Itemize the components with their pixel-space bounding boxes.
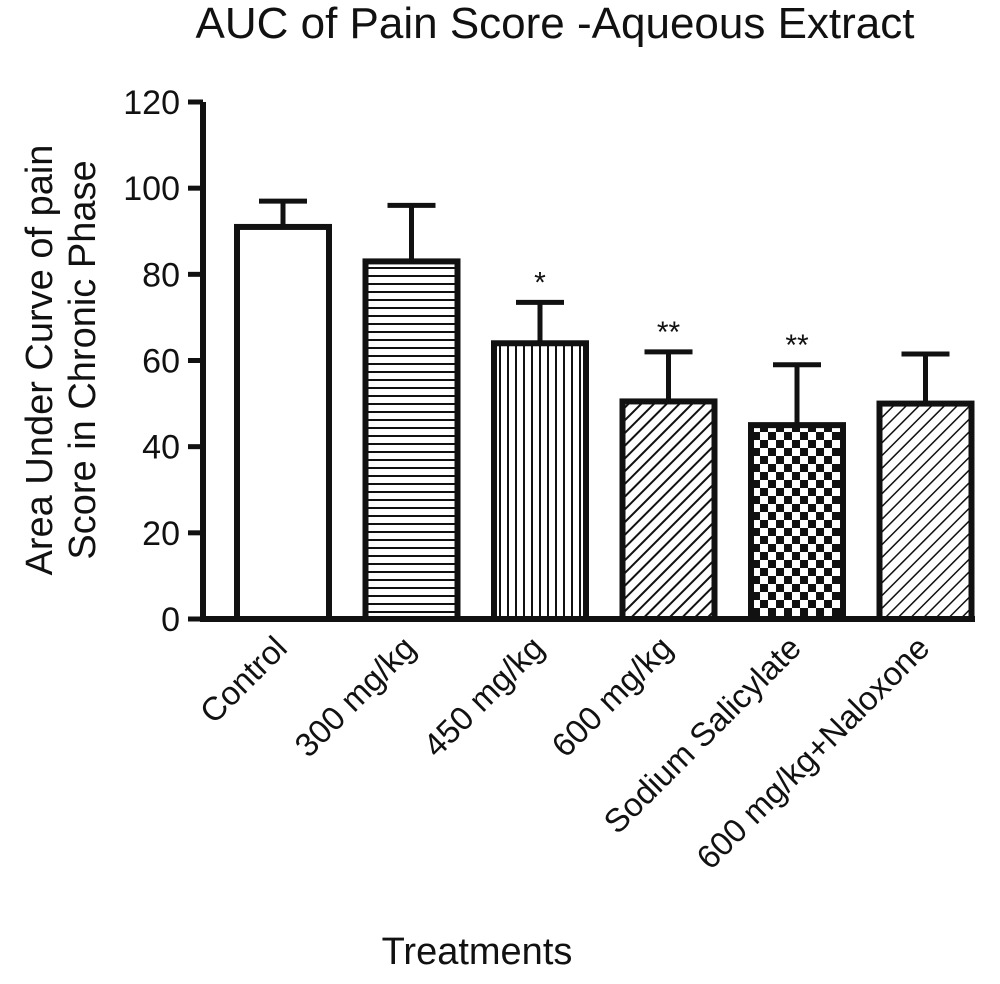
x-category-label: 450 mg/kg xyxy=(416,629,551,764)
y-tick-label: 120 xyxy=(123,84,180,122)
y-tick-label: 100 xyxy=(123,170,180,208)
bar-0 xyxy=(234,223,332,622)
y-tick-label: 80 xyxy=(142,256,180,294)
chart-title: AUC of Pain Score -Aqueous Extract xyxy=(196,0,915,48)
bar-4 xyxy=(748,422,846,622)
y-tick-label: 0 xyxy=(161,601,180,639)
x-category-label: Control xyxy=(193,629,294,730)
y-axis-title-line-1: Area Under Curve of pain xyxy=(19,145,61,576)
error-bars-group xyxy=(259,198,950,426)
x-category-label: 600 mg/kg+Naloxone xyxy=(689,629,936,876)
y-tick-label: 20 xyxy=(142,515,180,553)
x-category-label: 300 mg/kg xyxy=(287,629,422,764)
y-axis-ticks: 0 20 40 60 80 100 120 xyxy=(123,84,203,639)
y-tick-label: 40 xyxy=(142,429,180,467)
x-category-label: 600 mg/kg xyxy=(544,629,679,764)
y-tick-label: 60 xyxy=(142,343,180,381)
y-axis-title: Area Under Curve of pain Score in Chroni… xyxy=(19,145,104,576)
significance-group: *** ** xyxy=(534,266,809,361)
significance-marker: ** xyxy=(657,316,681,349)
bars-group xyxy=(234,223,975,623)
significance-marker: ** xyxy=(785,329,809,362)
bar-3 xyxy=(619,398,718,622)
y-axis-title-line-2: Score in Chronic Phase xyxy=(62,160,104,559)
significance-marker: * xyxy=(534,266,546,299)
bar-5 xyxy=(876,400,975,623)
bar-1 xyxy=(362,258,461,622)
x-axis-title: Treatments xyxy=(382,931,573,973)
bar-2 xyxy=(491,340,589,622)
